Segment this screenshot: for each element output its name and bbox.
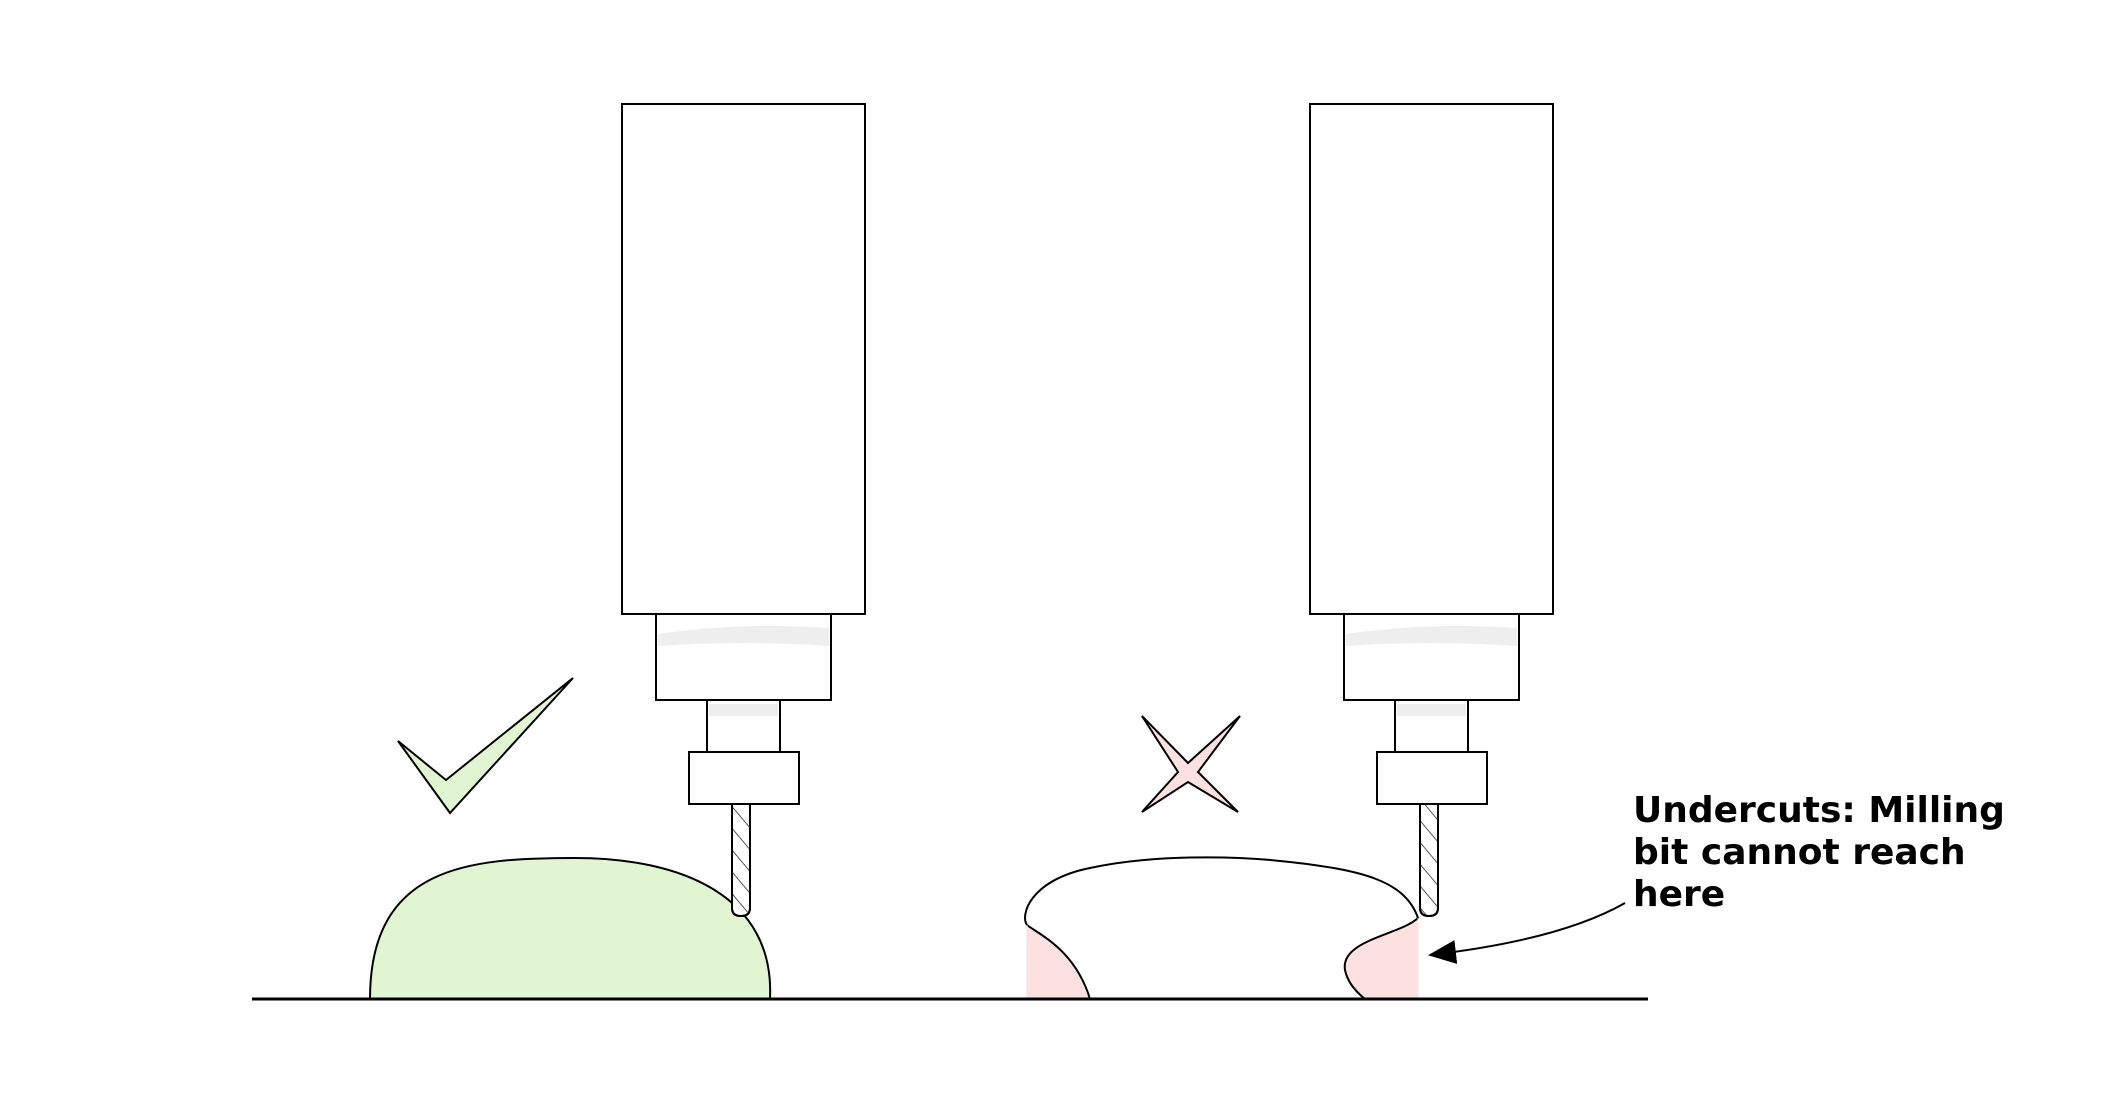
undercut-workpiece	[1024, 856, 1420, 1000]
milling-spindle-left	[621, 103, 866, 918]
collet-nut	[688, 751, 800, 805]
annotation-line-2: bit cannot reach	[1633, 832, 1966, 873]
cross-star-icon	[1141, 715, 1241, 813]
right-setup	[1024, 103, 1626, 1000]
spindle-motor-housing	[1309, 103, 1554, 615]
annotation-line-1: Undercuts: Milling	[1633, 790, 2005, 831]
collet-nut	[1376, 751, 1488, 805]
undercut-region-left	[1027, 925, 1090, 999]
milling-spindle-right	[1309, 103, 1554, 918]
undercut-region-right	[1344, 920, 1418, 999]
undercut-annotation: Undercuts: Milling bit cannot reach here	[1633, 790, 2005, 916]
check-mark-icon	[397, 677, 574, 815]
annotation-line-3: here	[1633, 874, 1726, 915]
left-setup	[368, 103, 866, 1000]
dome-workpiece	[368, 856, 772, 1000]
annotation-arrow	[1428, 902, 1626, 964]
spindle-motor-housing	[621, 103, 866, 615]
